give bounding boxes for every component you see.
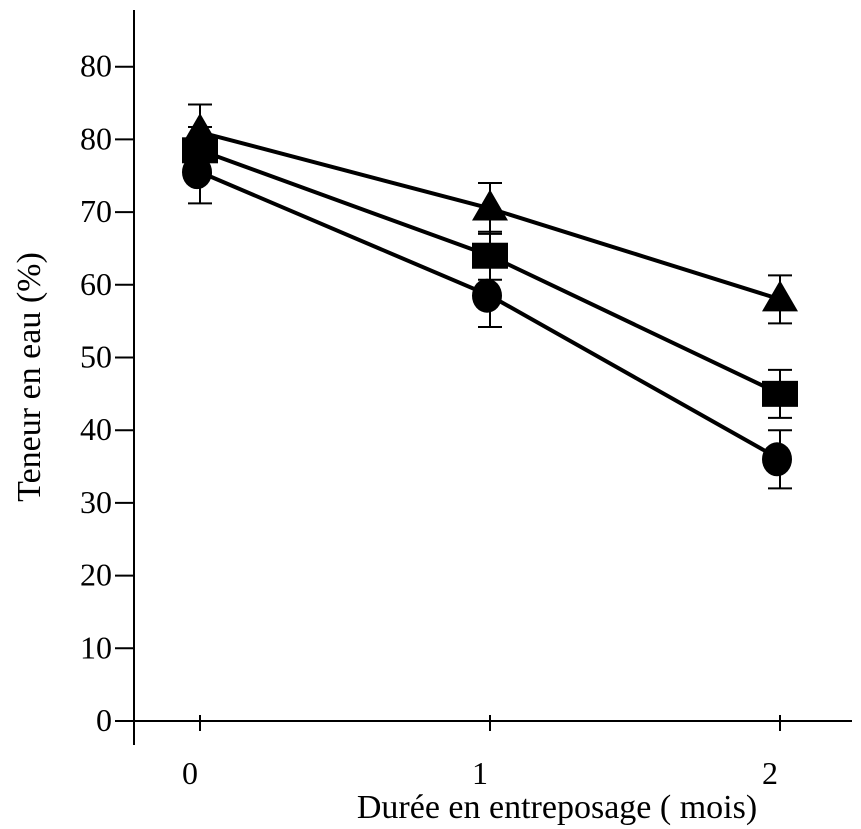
y-tick-label: 80 [80, 120, 112, 156]
circle-marker [762, 442, 792, 477]
triangle-marker [472, 189, 508, 221]
y-tick-label: 40 [80, 411, 112, 447]
y-tick-label: 70 [80, 193, 112, 229]
circle-marker [182, 155, 212, 190]
y-tick-label: 20 [80, 557, 112, 593]
circle-marker [472, 278, 502, 313]
triangle-marker [762, 280, 798, 312]
series-layer [182, 103, 798, 490]
y-axis-label: Teneur en eau (%) [11, 252, 48, 502]
x-tick-label: 0 [182, 755, 198, 791]
x-ticks: 0 1 2 [182, 715, 781, 791]
x-tick-label: 2 [762, 755, 778, 791]
axes [133, 10, 852, 745]
x-axis-label: Durée en entreposage ( mois) [357, 789, 757, 826]
x-tick-label: 1 [472, 755, 488, 791]
y-ticks: 0 10 20 30 40 50 60 70 80 80 [80, 48, 134, 738]
series-triangle [182, 103, 798, 325]
y-tick-label: 60 [80, 266, 112, 302]
y-tick-label: 0 [96, 702, 112, 738]
y-tick-label: 50 [80, 339, 112, 375]
y-tick-label: 30 [80, 484, 112, 520]
series-circle [182, 139, 792, 490]
y-tick-label: 10 [80, 629, 112, 665]
square-marker [762, 380, 798, 407]
y-tick-label: 80 [80, 48, 112, 84]
